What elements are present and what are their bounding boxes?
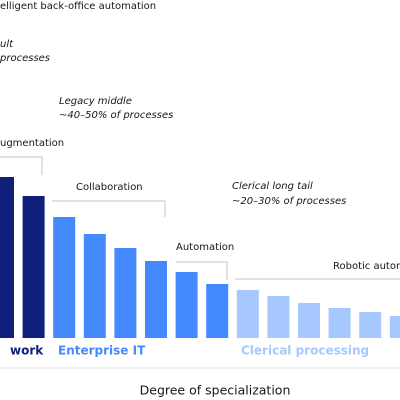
annotation: ~20–30% of processes: [232, 196, 346, 207]
bar: [359, 312, 382, 338]
annotation: ugmentation: [0, 138, 64, 149]
bar: [298, 303, 320, 338]
annotation: ~40–50% of processes: [59, 110, 173, 121]
bar: [83, 234, 106, 338]
bar: [389, 316, 400, 338]
group-label: work: [10, 344, 44, 358]
bracket: [176, 261, 228, 280]
bar: [22, 196, 45, 338]
annotation: Robotic autom: [333, 261, 400, 272]
group-label: Enterprise IT: [58, 344, 146, 358]
bar: [267, 296, 290, 338]
bar: [145, 261, 167, 338]
annotation: Collaboration: [76, 182, 143, 193]
annotation: processes: [0, 53, 50, 64]
bar: [0, 177, 14, 338]
bar: [236, 290, 259, 338]
annotation: ult: [0, 39, 14, 50]
bar: [206, 284, 229, 338]
bracket: [52, 200, 166, 217]
bracket: [0, 156, 43, 175]
annotation: Legacy middle: [59, 96, 132, 107]
x-axis-label: Degree of specialization: [140, 383, 291, 398]
annotation: elligent back-office automation: [0, 1, 156, 12]
bar: [53, 217, 76, 338]
bar: [328, 308, 351, 338]
annotation: Clerical long tail: [232, 181, 313, 192]
group-label: Clerical processing: [241, 344, 369, 358]
bar: [175, 272, 198, 338]
annotation: Automation: [176, 242, 234, 253]
bar: [114, 248, 137, 338]
